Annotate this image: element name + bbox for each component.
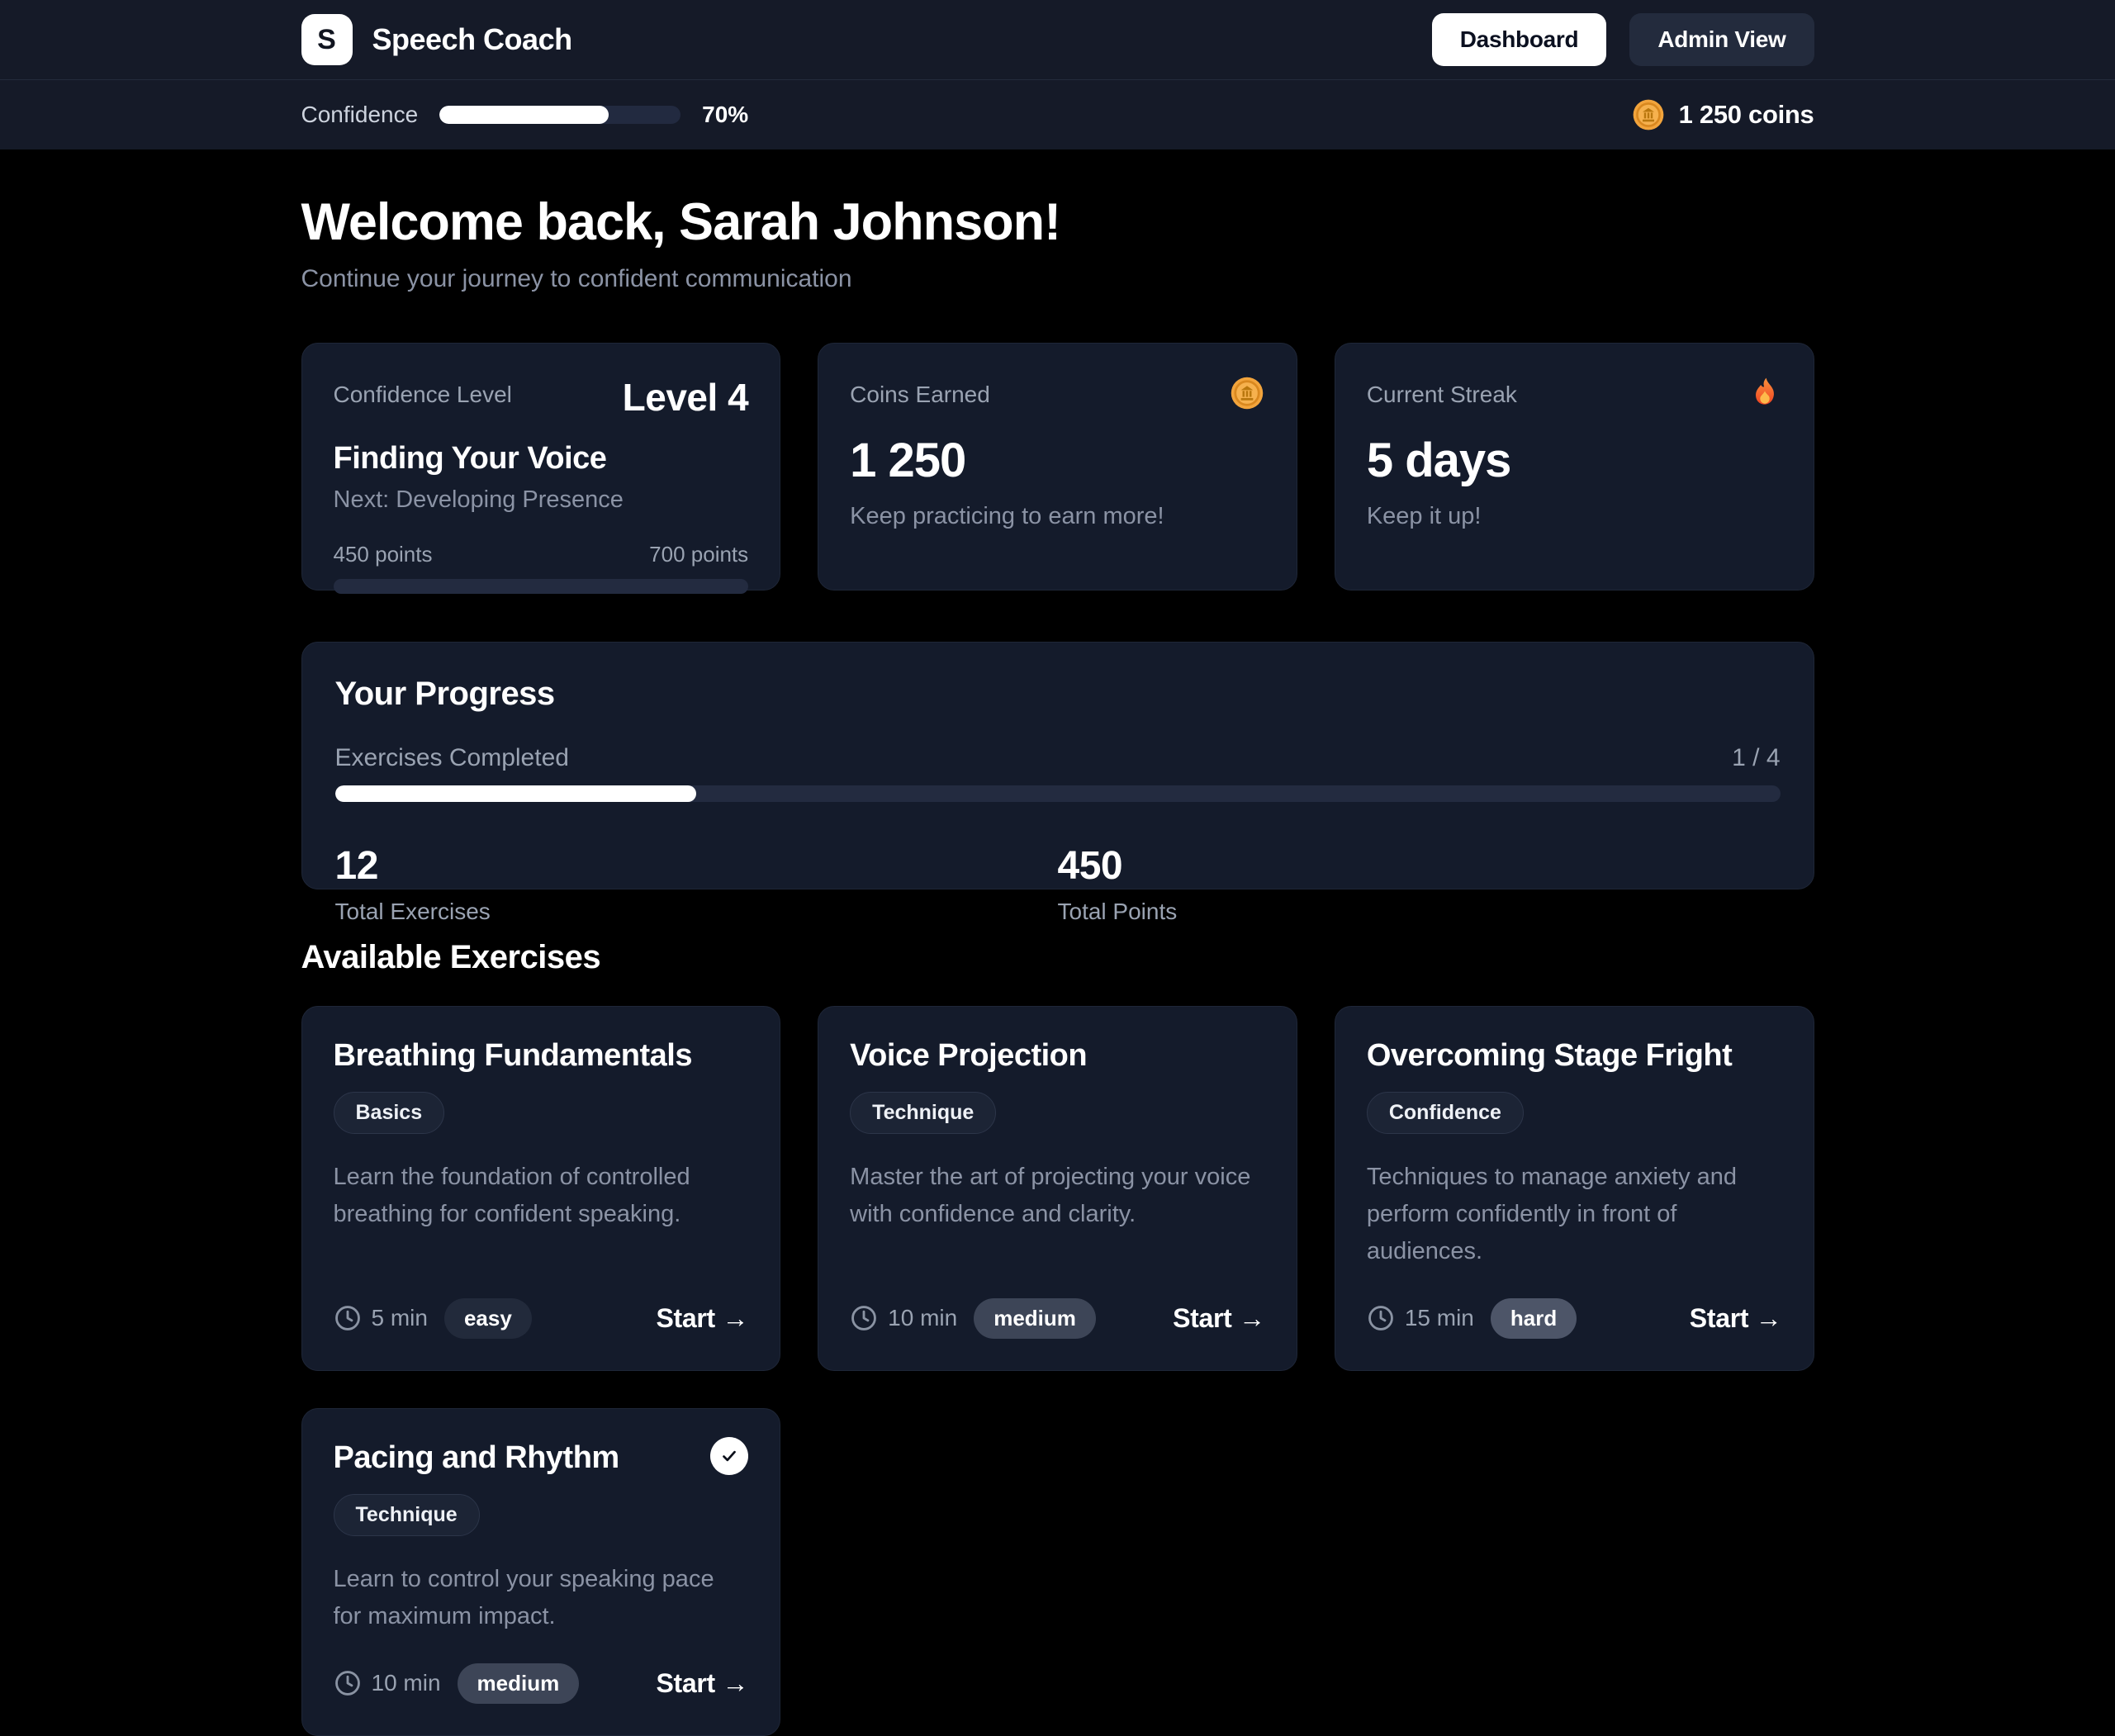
confidence-progressbar (439, 106, 681, 124)
clock-icon (334, 1669, 362, 1697)
progress-title: Your Progress (334, 676, 556, 712)
exercises-progress-fill (334, 785, 696, 802)
difficulty-badge: easy (443, 1297, 532, 1339)
exercise-description: Learn the foundation of controlled breat… (333, 1164, 690, 1227)
category-badge: Technique (850, 1092, 997, 1134)
flame-icon (1747, 375, 1782, 411)
clock-icon (1367, 1304, 1395, 1332)
next-level-label: Next: Developing Presence (333, 486, 624, 513)
main-nav: Dashboard Admin View (1431, 13, 1814, 66)
exercises-grid: Breathing Fundamentals Basics Learn the … (301, 1006, 1814, 1736)
top-header: S Speech Coach Dashboard Admin View (0, 0, 2115, 80)
start-button[interactable]: Start → (1173, 1302, 1265, 1333)
duration: 5 min (334, 1304, 428, 1332)
exercises-completed-label: Exercises Completed (334, 744, 569, 771)
status-bar: Confidence 70% 1 250 coins (0, 80, 2115, 149)
exercise-title: Pacing and Rhythm (333, 1440, 620, 1475)
confidence-progress-fill (439, 106, 609, 124)
exercises-completed-ratio: 1 / 4 (1732, 744, 1781, 771)
current-streak-card: Current Streak 5 days Kee (1334, 343, 1814, 591)
confidence-percent: 70% (702, 102, 749, 127)
exercise-description: Master the art of projecting your voice … (850, 1164, 1251, 1227)
level-value: Level 4 (622, 376, 749, 419)
total-exercises-value: 12 (334, 844, 379, 888)
app-logo: S (301, 14, 353, 65)
confidence-level-card: Confidence Level Level 4 Finding Your Vo… (301, 343, 781, 594)
duration: 15 min (1367, 1304, 1474, 1332)
start-button[interactable]: Start → (656, 1302, 749, 1333)
available-exercises-heading: Available Exercises (301, 939, 601, 975)
brand: S Speech Coach (301, 14, 572, 65)
coin-icon (1229, 375, 1265, 411)
logo-letter: S (317, 23, 336, 55)
coin-icon (1631, 97, 1666, 132)
stats-row: Confidence Level Level 4 Finding Your Vo… (301, 343, 1814, 594)
duration-label: 15 min (1404, 1305, 1474, 1331)
tab-admin-view[interactable]: Admin View (1629, 13, 1814, 66)
duration-label: 10 min (888, 1305, 958, 1331)
total-points-value: 450 (1057, 844, 1123, 888)
exercise-title: Overcoming Stage Fright (1366, 1038, 1733, 1073)
completed-check-icon (710, 1436, 749, 1475)
category-badge: Confidence (1366, 1092, 1524, 1134)
confidence-label: Confidence (301, 102, 419, 127)
coins-caption: Keep practicing to earn more! (850, 503, 1164, 529)
duration-label: 10 min (371, 1670, 441, 1696)
level-progressbar (333, 579, 749, 594)
duration: 10 min (334, 1669, 441, 1697)
exercise-description: Learn to control your speaking pace for … (333, 1565, 714, 1629)
difficulty-badge: medium (457, 1662, 580, 1704)
category-badge: Technique (333, 1493, 480, 1536)
page-subtitle: Continue your journey to confident commu… (301, 265, 852, 292)
exercise-card-breathing-fundamentals: Breathing Fundamentals Basics Learn the … (301, 1006, 781, 1371)
exercise-card-overcoming-stage-fright: Overcoming Stage Fright Confidence Techn… (1334, 1006, 1814, 1371)
total-points-label: Total Points (1057, 899, 1178, 924)
coins-amount: 1 250 coins (1678, 100, 1814, 129)
exercise-title: Breathing Fundamentals (333, 1038, 693, 1073)
welcome-section: Welcome back, Sarah Johnson! Continue yo… (301, 192, 1814, 293)
difficulty-badge: hard (1490, 1297, 1577, 1339)
confidence-meter: Confidence 70% (301, 102, 749, 128)
coins-earned-card: Coins Earned 1 250 Keep practicing to ea… (818, 343, 1297, 591)
streak-caption: Keep it up! (1366, 503, 1482, 529)
start-button[interactable]: Start → (1689, 1302, 1782, 1333)
clock-icon (334, 1304, 362, 1332)
start-button[interactable]: Start → (656, 1667, 749, 1698)
exercise-title: Voice Projection (850, 1038, 1088, 1073)
exercise-card-voice-projection: Voice Projection Technique Master the ar… (818, 1006, 1297, 1371)
duration-label: 5 min (371, 1305, 428, 1331)
current-points: 450 points (333, 542, 433, 567)
exercises-progressbar (334, 785, 1781, 802)
exercise-description: Techniques to manage anxiety and perform… (1366, 1164, 1738, 1264)
card-label: Confidence Level (333, 382, 512, 407)
difficulty-badge: medium (974, 1297, 1096, 1339)
streak-value: 5 days (1366, 434, 1512, 487)
coins-balance: 1 250 coins (1631, 97, 1814, 132)
clock-icon (850, 1304, 878, 1332)
category-badge: Basics (333, 1092, 445, 1134)
duration: 10 min (850, 1304, 957, 1332)
main-content: Welcome back, Sarah Johnson! Continue yo… (301, 192, 1814, 1736)
card-label: Coins Earned (850, 382, 990, 407)
app-title: Speech Coach (372, 22, 573, 56)
total-exercises-stat: 12 Total Exercises (335, 843, 1058, 925)
coins-earned-value: 1 250 (850, 434, 966, 487)
total-points-stat: 450 Total Points (1058, 843, 1781, 925)
level-name: Finding Your Voice (333, 441, 607, 476)
target-points: 700 points (649, 542, 749, 567)
total-exercises-label: Total Exercises (334, 899, 491, 924)
your-progress-card: Your Progress Exercises Completed 1 / 4 … (301, 642, 1814, 924)
tab-dashboard[interactable]: Dashboard (1431, 13, 1607, 66)
exercise-card-pacing-and-rhythm: Pacing and Rhythm Technique Learn to con… (301, 1407, 781, 1736)
page-title: Welcome back, Sarah Johnson! (301, 193, 1062, 251)
card-label: Current Streak (1366, 382, 1517, 407)
